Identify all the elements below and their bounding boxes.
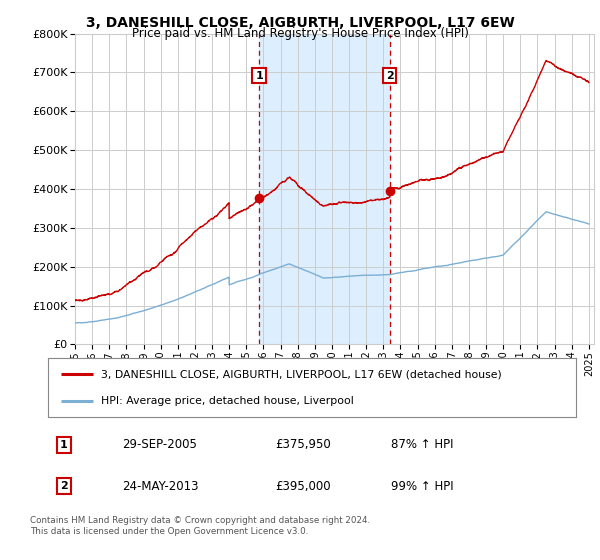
Text: 1: 1: [60, 440, 68, 450]
Text: 3, DANESHILL CLOSE, AIGBURTH, LIVERPOOL, L17 6EW: 3, DANESHILL CLOSE, AIGBURTH, LIVERPOOL,…: [86, 16, 514, 30]
Text: 2: 2: [60, 481, 68, 491]
Text: 2: 2: [386, 71, 394, 81]
Bar: [259, 34, 390, 344]
Text: £395,000: £395,000: [275, 479, 331, 493]
Text: 24-MAY-2013: 24-MAY-2013: [122, 479, 199, 493]
Text: HPI: Average price, detached house, Liverpool: HPI: Average price, detached house, Live…: [101, 396, 353, 407]
Text: 29-SEP-2005: 29-SEP-2005: [122, 438, 197, 451]
Text: Contains HM Land Registry data © Crown copyright and database right 2024.
This d: Contains HM Land Registry data © Crown c…: [30, 516, 370, 536]
Text: 99% ↑ HPI: 99% ↑ HPI: [391, 479, 454, 493]
Text: 1: 1: [255, 71, 263, 81]
Text: Price paid vs. HM Land Registry's House Price Index (HPI): Price paid vs. HM Land Registry's House …: [131, 27, 469, 40]
Text: £375,950: £375,950: [275, 438, 331, 451]
Text: 3, DANESHILL CLOSE, AIGBURTH, LIVERPOOL, L17 6EW (detached house): 3, DANESHILL CLOSE, AIGBURTH, LIVERPOOL,…: [101, 369, 502, 379]
Text: 87% ↑ HPI: 87% ↑ HPI: [391, 438, 454, 451]
